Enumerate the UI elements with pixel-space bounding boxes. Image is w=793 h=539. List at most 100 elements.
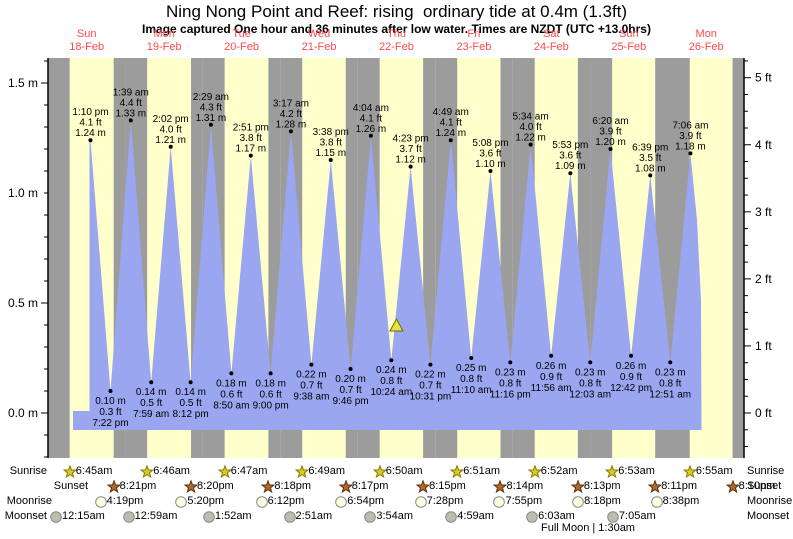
high-tide-feet: 4.2 ft	[280, 109, 302, 120]
low-tide-feet: 0.7 ft	[339, 385, 361, 396]
low-tide-meters: 0.24 m	[376, 365, 407, 376]
tide-event-dot	[688, 151, 693, 156]
day-header: Sun 18-Feb	[48, 28, 126, 54]
tide-event-dot	[568, 171, 573, 176]
tide-event-dot	[549, 353, 554, 358]
day-name: Fri	[467, 28, 481, 40]
low-tide-time: 9:46 pm	[332, 396, 368, 407]
sunset-icon	[648, 480, 663, 494]
high-tide-time: 1:10 pm	[72, 107, 108, 118]
low-tide-time: 12:42 pm	[610, 383, 652, 394]
low-tide-feet: 0.9 ft	[540, 372, 562, 383]
high-tide-meters: 1.18 m	[675, 141, 706, 152]
moonrise-icon	[94, 496, 107, 508]
low-tide-feet: 0.9 ft	[620, 372, 642, 383]
low-tide-time: 9:00 pm	[253, 400, 289, 411]
low-tide-meters: 0.18 m	[255, 378, 286, 389]
moonrise-icon	[335, 496, 348, 508]
moonrise-icon	[572, 496, 584, 508]
high-tide-meters: 1.12 m	[395, 155, 426, 166]
low-tide-meters: 0.22 m	[296, 370, 327, 381]
high-tide-meters: 1.31 m	[196, 113, 227, 124]
day-header: Mon 26-Feb	[667, 28, 745, 54]
astro-row-label-sunset: Sunset	[53, 480, 88, 492]
moonset-time: 2:51am	[295, 509, 333, 522]
moonset-icon	[203, 510, 215, 523]
current-tide-marker-icon	[389, 317, 404, 332]
day-date: 21-Feb	[301, 41, 337, 53]
high-tide-meters: 1.20 m	[595, 137, 626, 148]
day-name: Mon	[153, 28, 175, 40]
sunrise-icon	[140, 465, 155, 479]
moonrise-time: 7:28pm	[426, 495, 464, 507]
tide-event-dot	[608, 147, 613, 151]
tide-event-dot	[188, 380, 193, 385]
left-axis-tick-label: 0.0 m	[8, 406, 38, 420]
sunrise-time: 6:46am	[153, 465, 190, 477]
moonset-icon	[364, 510, 377, 523]
low-tide-time: 7:22 pm	[92, 418, 128, 429]
sunrise-icon	[605, 465, 620, 479]
high-tide-feet: 3.6 ft	[559, 151, 581, 162]
sunrise-icon	[682, 465, 697, 479]
sunrise-icon	[295, 465, 310, 479]
low-tide-feet: 0.7 ft	[300, 381, 322, 392]
high-tide-time: 1:39 am	[113, 87, 149, 98]
astro-row-label-sunrise: Sunrise	[747, 465, 785, 477]
high-tide-time: 5:34 am	[513, 112, 549, 123]
tide-event-dot	[428, 362, 433, 367]
day-date: 22-Feb	[379, 41, 414, 53]
day-name: Sun	[619, 28, 639, 40]
moonrise-time: 4:19pm	[106, 495, 144, 507]
high-tide-feet: 4.0 ft	[519, 122, 541, 133]
tide-event-dot	[229, 371, 234, 376]
day-header: Sat 24-Feb	[512, 28, 590, 54]
low-tide-meters: 0.14 m	[175, 387, 206, 398]
sunset-time: 8:21pm	[119, 480, 157, 492]
high-tide-time: 5:53 pm	[552, 140, 588, 151]
low-tide-meters: 0.23 m	[575, 367, 606, 378]
tide-event-dot	[348, 367, 353, 371]
low-tide-feet: 0.5 ft	[179, 398, 201, 409]
night-band	[113, 58, 126, 458]
day-name: Sat	[543, 28, 560, 40]
tide-event-dot	[528, 142, 533, 147]
sunrise-icon	[450, 465, 465, 479]
sunrise-time: 6:45am	[75, 465, 113, 477]
high-tide-time: 6:39 pm	[632, 142, 668, 153]
moonset-time: 12:15am	[62, 509, 105, 522]
high-tide-time: 4:49 am	[433, 107, 469, 118]
moonrise-time: 7:55pm	[505, 495, 543, 507]
moonset-time: 6:03am	[538, 509, 575, 522]
day-date: 24-Feb	[533, 41, 569, 53]
day-name: Tue	[232, 28, 251, 40]
low-tide-time: 11:10 am	[451, 385, 492, 396]
full-moon-note: Full Moon | 1:30am	[541, 522, 635, 534]
astro-row-label-sunset: Sunset	[747, 480, 782, 492]
sunset-icon	[416, 480, 431, 494]
low-tide-feet: 0.8 ft	[499, 378, 521, 389]
tide-event-dot	[328, 158, 333, 162]
day-date: 19-Feb	[146, 41, 182, 53]
day-date: 25-Feb	[611, 41, 647, 53]
chart-subtitle: Image captured One hour and 36 minutes a…	[142, 22, 651, 36]
night-band	[732, 58, 744, 458]
night-band	[268, 58, 281, 458]
moonset-icon	[526, 510, 538, 523]
high-tide-meters: 1.26 m	[356, 124, 387, 135]
left-axis-tick-label: 0.5 m	[8, 296, 38, 310]
low-tide-meters: 0.22 m	[415, 370, 446, 381]
moonset-time: 3:54am	[376, 509, 414, 522]
tide-event-dot	[88, 138, 93, 143]
astro-row-label-sunrise: Sunrise	[9, 465, 47, 477]
moonset-time: 1:52am	[214, 509, 252, 522]
high-tide-feet: 4.1 ft	[360, 113, 382, 124]
high-tide-time: 2:02 pm	[153, 114, 189, 125]
tide-event-dot	[128, 118, 133, 123]
low-tide-feet: 0.3 ft	[99, 407, 121, 418]
sunset-icon	[184, 480, 199, 494]
sunrise-icon	[527, 465, 542, 479]
low-tide-meters: 0.23 m	[655, 367, 686, 378]
low-tide-time: 9:38 am	[293, 392, 329, 403]
